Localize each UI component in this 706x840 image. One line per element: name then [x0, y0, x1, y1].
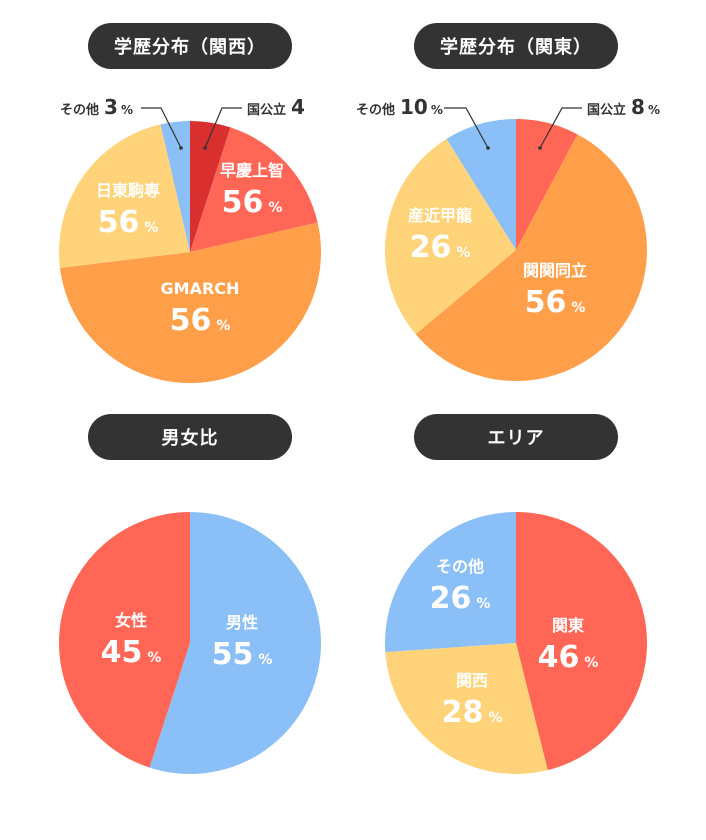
- slice-label-0-2: GMARCH: [161, 279, 240, 298]
- pie-slice-3-2: [385, 512, 516, 653]
- slice-label-3-2: その他: [436, 557, 484, 576]
- pie-slice-2-0: [149, 512, 321, 774]
- leader-line-1-0: [539, 107, 582, 149]
- leader-line-0-0: [204, 107, 242, 149]
- leader-dot-1-3: [486, 146, 490, 150]
- slice-value-3-2: 26%: [430, 581, 491, 616]
- leader-line-1-3: [444, 107, 489, 149]
- pie-slice-0-1: [190, 127, 318, 252]
- slice-label-0-3: 日東駒専: [96, 181, 160, 200]
- slice-value-2-1: 45%: [101, 635, 162, 670]
- leader-line-0-4: [141, 107, 182, 149]
- slice-callout-0-0: 国公立 4: [247, 95, 305, 119]
- slice-callout-1-0: 国公立 8%: [587, 95, 660, 119]
- chart-title-kanto-education: 学歴分布（関東）: [414, 23, 618, 69]
- pie-slice-1-1: [415, 134, 647, 381]
- slice-label-1-2: 産近甲龍: [408, 206, 472, 225]
- pie-slice-3-0: [516, 512, 648, 771]
- pie-slice-0-3: [59, 124, 190, 268]
- slice-label-2-0: 男性: [226, 613, 258, 632]
- pie-slice-1-2: [385, 138, 516, 335]
- slice-label-3-0: 関東: [552, 616, 584, 635]
- slice-label-0-1: 早慶上智: [220, 161, 284, 180]
- leader-dot-0-4: [179, 146, 183, 150]
- slice-value-0-1: 56%: [222, 185, 283, 220]
- pie-slice-2-1: [58, 511, 191, 768]
- slice-value-3-1: 28%: [442, 695, 503, 730]
- slice-label-1-1: 関関同立: [523, 261, 587, 280]
- slice-value-0-3: 56%: [98, 205, 159, 240]
- chart-title-kansai-education: 学歴分布（関西）: [88, 23, 292, 69]
- leader-dot-1-0: [538, 146, 542, 150]
- slice-value-0-2: 56%: [170, 303, 231, 338]
- slice-callout-0-4: その他 3%: [60, 95, 133, 119]
- pie-slice-0-0: [190, 121, 231, 252]
- pie-slice-1-0: [516, 119, 578, 250]
- slice-label-3-1: 関西: [456, 671, 488, 690]
- slice-value-3-0: 46%: [538, 640, 599, 675]
- pie-slice-0-2: [59, 222, 322, 384]
- slice-callout-1-3: その他 10%: [356, 95, 443, 119]
- pie-slice-3-1: [385, 643, 548, 775]
- slice-label-2-1: 女性: [115, 611, 147, 630]
- chart-title-gender-ratio: 男女比: [88, 414, 292, 460]
- slice-value-1-1: 56%: [525, 285, 586, 320]
- leader-dot-0-0: [203, 146, 207, 150]
- pie-slice-1-3: [446, 119, 516, 250]
- chart-title-area: エリア: [414, 414, 618, 460]
- pie-slice-0-4: [160, 121, 190, 252]
- slice-value-1-2: 26%: [410, 230, 471, 265]
- slice-value-2-0: 55%: [212, 637, 273, 672]
